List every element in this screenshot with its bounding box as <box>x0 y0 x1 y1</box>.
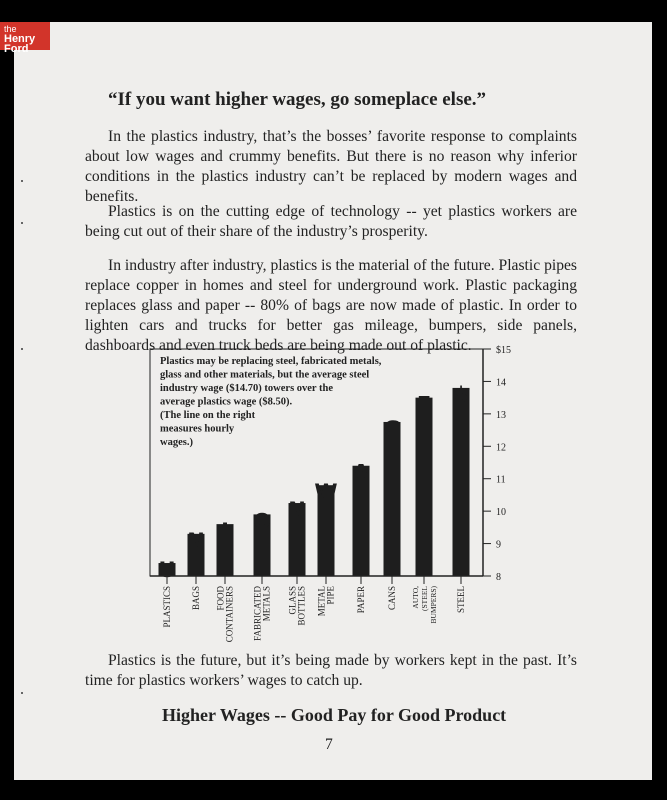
x-tick-label: CONTAINERS <box>225 586 235 642</box>
x-tick-label: FOOD <box>216 586 226 611</box>
y-tick-label: 8 <box>496 572 501 583</box>
x-tick-label: METALS <box>262 586 272 621</box>
bar-letter: $ <box>454 383 469 407</box>
x-tick-label: CANS <box>387 586 397 610</box>
bar-letter: G <box>383 417 400 441</box>
x-tick-label: BUMPERS) <box>429 586 438 624</box>
document-page <box>14 22 652 780</box>
scan-mark <box>21 348 23 350</box>
x-tick-label: AUTO, <box>411 586 420 609</box>
bar-letter: O <box>253 509 271 533</box>
bar-letter: I <box>221 519 229 543</box>
page-number: 7 <box>325 736 333 753</box>
x-tick-label: BAGS <box>191 586 201 610</box>
bar <box>383 421 401 576</box>
paragraph: Plastics is on the cutting edge of techn… <box>85 203 577 240</box>
y-tick-label: 12 <box>496 442 506 453</box>
bar <box>288 503 306 576</box>
bar <box>253 514 271 576</box>
y-tick-label: 11 <box>496 475 506 486</box>
x-tick-label: METAL <box>317 586 327 616</box>
paragraph: Plastics is the future, but it’s being m… <box>85 652 577 689</box>
bar <box>352 465 370 576</box>
bar-letter: N <box>288 498 306 522</box>
bar <box>415 397 433 576</box>
x-tick-label: FABRICATED <box>253 586 263 641</box>
footer-heading: Higher Wages -- Good Pay for Good Produc… <box>162 705 507 725</box>
bar <box>158 563 176 576</box>
x-tick-label: (STEEL <box>420 586 429 611</box>
x-tick-label: GLASS <box>288 586 298 615</box>
bar-letter: W <box>314 480 337 504</box>
x-tick-label: STEEL <box>456 586 466 613</box>
henry-ford-logo: the Henry Ford <box>0 22 50 55</box>
bar <box>452 387 470 576</box>
paragraph: In industry after industry, plastics is … <box>85 257 577 354</box>
scan-mark <box>21 180 23 182</box>
bar-letter: A <box>353 461 370 485</box>
paragraph: In the plastics industry, that’s the bos… <box>85 128 577 205</box>
bar <box>216 524 234 576</box>
y-tick-label: 10 <box>496 507 506 518</box>
y-tick-label: 13 <box>496 410 506 421</box>
scan-mark <box>21 222 23 224</box>
scan-mark <box>21 692 23 694</box>
bar <box>317 485 335 576</box>
bar-letter: E <box>417 393 431 417</box>
x-tick-label: BOTTLES <box>297 586 307 626</box>
page-title: “If you want higher wages, go someplace … <box>108 89 487 110</box>
x-tick-label: PIPE <box>326 586 336 605</box>
bar-letter: N <box>187 529 205 553</box>
y-tick-label: $15 <box>496 345 511 356</box>
x-tick-label: PLASTICS <box>162 586 172 628</box>
x-tick-label: PAPER <box>356 586 366 613</box>
y-tick-label: 14 <box>496 377 506 388</box>
y-tick-label: 9 <box>496 540 501 551</box>
chart-annotation: Plastics may be replacing steel, fabrica… <box>160 356 382 448</box>
bar <box>187 533 205 576</box>
